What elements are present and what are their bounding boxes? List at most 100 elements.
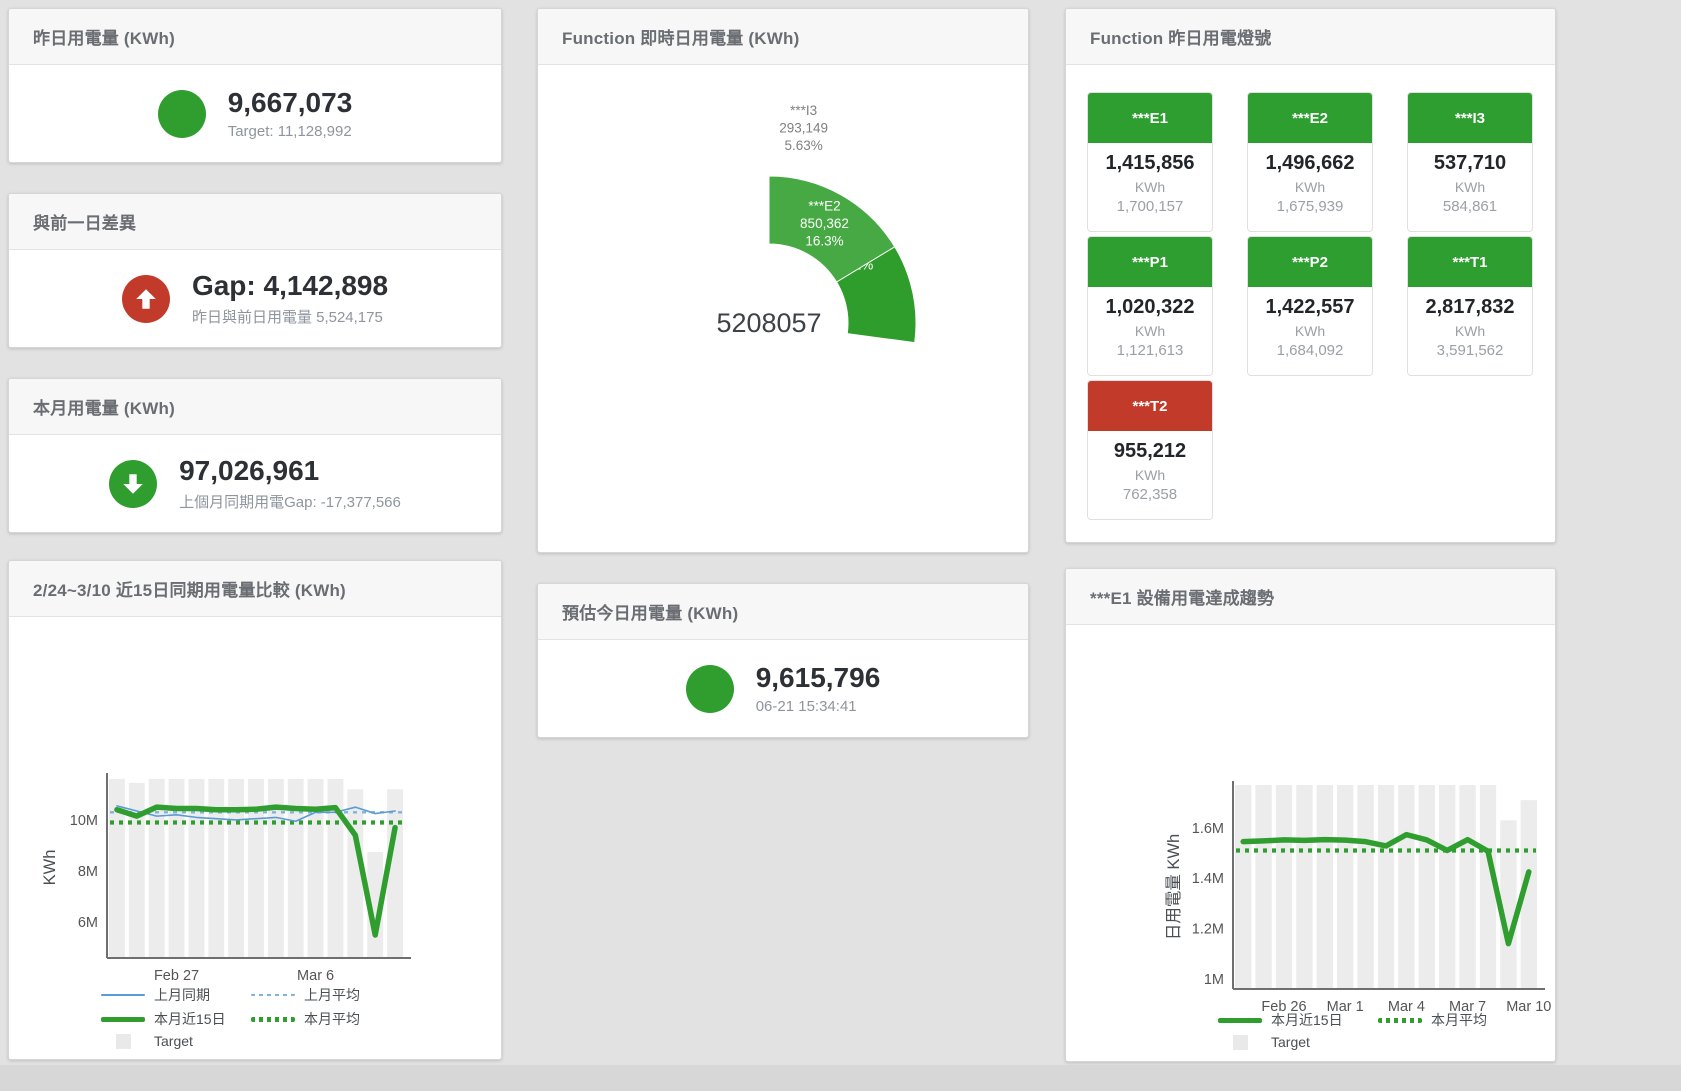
target-bar: [168, 779, 185, 958]
x-tick-label: Mar 7: [1449, 999, 1486, 1015]
device-status-tile-E2: ***E2 1,496,662 KWh 1,675,939: [1247, 92, 1373, 232]
legend-label: Target: [1271, 1034, 1310, 1050]
device-status-tile-T1: ***T1 2,817,832 KWh 3,591,562: [1407, 236, 1533, 376]
target-bar: [208, 779, 225, 958]
x-tick-label: Mar 4: [1388, 999, 1425, 1015]
panel-realtime-donut: Function 即時日用電量 (KWh) ***T11,413,18327.1…: [537, 8, 1029, 553]
legend-item-target[interactable]: Target: [1218, 1034, 1378, 1050]
device-label: ***T1: [1408, 237, 1532, 287]
target-bar: [1479, 785, 1497, 989]
arrow-down-icon: [109, 460, 158, 508]
device-status-tile-P1: ***P1 1,020,322 KWh 1,121,613: [1087, 236, 1213, 376]
panel-title: 2/24~3/10 近15日同期用電量比較 (KWh): [9, 561, 501, 617]
realtime-usage-donut-chart: ***T11,413,18327.1%***I3293,1495.63%***T…: [538, 64, 1030, 559]
device-unit: KWh: [1134, 467, 1166, 483]
stat-subtext: Target: 11,128,992: [227, 122, 352, 140]
device-label: ***P1: [1088, 237, 1212, 287]
device-kwh-value: 1,496,662: [1265, 152, 1355, 174]
y-tick-label: 8M: [78, 864, 98, 880]
legend-item-series[interactable]: 本月近15日: [1218, 1010, 1378, 1030]
e1-chart-legend: 本月近15日 本月平均 Target: [1218, 1010, 1538, 1050]
target-bar: [1520, 800, 1537, 989]
device-unit: KWh: [1134, 179, 1166, 195]
legend-label: 上月平均: [304, 987, 360, 1003]
x-tick-label: Mar 10: [1506, 999, 1551, 1015]
donut-slice-label: ***I3 293,149 5.63%: [779, 103, 828, 153]
dotted-line-swatch-icon: [1378, 1017, 1422, 1023]
donut-slice-E2[interactable]: [768, 175, 896, 283]
y-axis-label: 日用電量 KWh: [1165, 834, 1183, 940]
stat-value: 9,615,796: [755, 662, 881, 694]
legend-item-series[interactable]: 本月近15日: [101, 1009, 251, 1029]
line-swatch-icon: [101, 1016, 145, 1022]
panel-yesterday-usage: 昨日用電量 (KWh) 9,667,073 Target: 11,128,992: [8, 8, 502, 163]
target-bar: [267, 779, 284, 958]
x-tick-label: Mar 1: [1327, 999, 1364, 1015]
legend-item-series[interactable]: 本月平均: [1378, 1010, 1538, 1030]
y-axis-label: KWh: [41, 850, 59, 886]
device-unit: KWh: [1294, 179, 1326, 195]
page-bottom-margin: [0, 1065, 1681, 1091]
device-status-tile-T2: ***T2 955,212 KWh 762,358: [1087, 380, 1213, 520]
stat-value: Gap: 4,142,898: [191, 270, 389, 302]
line-swatch-icon: [101, 993, 145, 997]
donut-center-total: 5208057: [716, 308, 821, 338]
device-kwh-value: 1,020,322: [1105, 296, 1195, 318]
panel-month-usage: 本月用電量 (KWh) 97,026,961 上個月同期用電Gap: -17,3…: [8, 378, 502, 533]
panel-title: 與前一日差異: [9, 194, 501, 250]
target-bar: [307, 779, 324, 958]
device-label: ***P2: [1248, 237, 1372, 287]
legend-item-series[interactable]: 上月平均: [251, 985, 401, 1005]
target-bar: [228, 779, 245, 958]
target-bar: [148, 779, 165, 958]
stat-subtext: 昨日與前日用電量 5,524,175: [191, 308, 383, 326]
target-bar: [1357, 785, 1374, 989]
status-circle-icon: [157, 90, 206, 138]
y-tick-label: 1.2M: [1192, 922, 1224, 938]
y-tick-label: 6M: [78, 915, 98, 931]
device-kwh-value: 2,817,832: [1425, 296, 1515, 318]
device-status-tile-I3: ***I3 537,710 KWh 584,861: [1407, 92, 1533, 232]
legend-item-series[interactable]: 上月同期: [101, 985, 251, 1005]
target-bar: [1275, 785, 1293, 989]
target-bar: [1255, 785, 1272, 989]
panel-title: ***E1 設備用電達成趨勢: [1066, 569, 1555, 625]
target-bar: [1439, 785, 1456, 989]
panel-title: 預估今日用電量 (KWh): [538, 584, 1028, 640]
target-bar: [367, 851, 384, 958]
target-bar: [1235, 785, 1252, 989]
device-label: ***T2: [1088, 381, 1212, 431]
status-circle-icon: [685, 665, 734, 713]
panel-title: 本月用電量 (KWh): [9, 379, 501, 435]
panel-15day-compare-chart: 2/24~3/10 近15日同期用電量比較 (KWh) 6M 8M 10M Feb 2…: [8, 560, 502, 1060]
legend-item-series[interactable]: 本月平均: [251, 1009, 401, 1029]
stat-timestamp: 06-21 15:34:41: [755, 697, 857, 715]
device-unit: KWh: [1294, 323, 1326, 339]
target-swatch-icon: [1218, 1034, 1262, 1050]
device-unit: KWh: [1134, 323, 1166, 339]
y-tick-label: 1.4M: [1192, 871, 1224, 887]
target-bar: [1418, 785, 1435, 989]
target-bar: [387, 789, 404, 958]
legend-item-target[interactable]: Target: [101, 1033, 251, 1049]
panel-yesterday-lights: Function 昨日用電燈號 ***E1 1,415,856 KWh 1,700,1…: [1065, 8, 1556, 543]
series-line: [1240, 831, 1532, 947]
compare-chart-legend: 上月同期 上月平均本月近15日 本月平均 Target: [101, 985, 401, 1049]
target-bar: [1316, 785, 1333, 989]
series-line: [116, 805, 396, 823]
panel-title: Function 即時日用電量 (KWh): [538, 9, 1028, 65]
device-kwh-value: 1,422,557: [1265, 296, 1355, 318]
x-tick-label: Feb 27: [154, 968, 199, 984]
device-target-value: 762,358: [1122, 486, 1178, 503]
y-tick-label: 1.6M: [1192, 821, 1224, 837]
x-tick-label: Feb 26: [1261, 999, 1306, 1015]
device-status-tile-P2: ***P2 1,422,557 KWh 1,684,092: [1247, 236, 1373, 376]
panel-title: Function 昨日用電燈號: [1066, 9, 1555, 65]
device-status-grid: ***E1 1,415,856 KWh 1,700,157 ***E2 1,496,662…: [1066, 65, 1555, 520]
device-label: ***E2: [1248, 93, 1372, 143]
y-tick-label: 10M: [70, 813, 98, 829]
legend-label: 上月同期: [154, 987, 210, 1003]
compare-trend-chart: 6M 8M 10M Feb 27 Mar 6 KWh: [9, 616, 503, 1021]
device-target-value: 1,700,157: [1116, 198, 1184, 215]
device-label: ***E1: [1088, 93, 1212, 143]
